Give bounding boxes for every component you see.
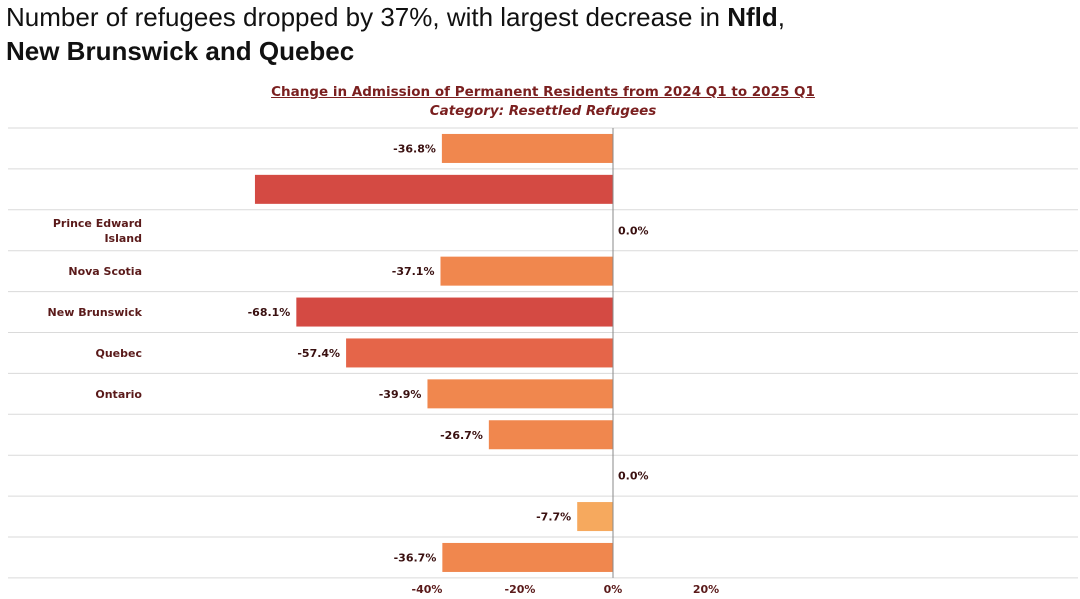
category-label: Ontario [95, 388, 142, 401]
chart-subtitle: Category: Resettled Refugees [429, 103, 657, 119]
headline-comma: , [777, 2, 785, 32]
data-label: -57.4% [297, 347, 340, 360]
x-tick-label: -20% [505, 583, 536, 596]
data-label: 0.0% [618, 224, 649, 237]
category-label: Island [104, 232, 142, 245]
headline-line-1: Number of refugees dropped by 37%, with … [6, 0, 1066, 34]
headline: Number of refugees dropped by 37%, with … [6, 0, 1066, 68]
bar [488, 420, 613, 450]
chart-title: Change in Admission of Permanent Residen… [271, 84, 815, 100]
data-label: -36.8% [393, 142, 436, 155]
headline-plain: Number of refugees dropped by 37%, with … [6, 2, 728, 32]
bar [442, 542, 613, 572]
x-tick-label: 20% [693, 583, 719, 596]
data-label: -36.7% [394, 551, 437, 564]
data-label: -68.1% [248, 306, 291, 319]
bar [441, 133, 613, 163]
x-tick-label: -40% [412, 583, 443, 596]
data-label: -39.9% [379, 388, 422, 401]
data-label: 0.0% [618, 470, 649, 483]
data-label: -26.7% [440, 429, 483, 442]
data-label: -37.1% [392, 265, 435, 278]
headline-bold-nfld: Nfld [727, 2, 778, 32]
category-label: Quebec [96, 347, 143, 360]
category-label: Nova Scotia [68, 265, 142, 278]
bar [427, 379, 613, 409]
bar [296, 297, 613, 327]
category-label: New Brunswick [48, 306, 143, 319]
x-tick-label: 0% [604, 583, 623, 596]
bar [577, 502, 613, 532]
bar [254, 174, 613, 204]
bar [346, 338, 613, 368]
bar [440, 256, 613, 286]
data-label: -7.7% [536, 511, 571, 524]
headline-line-2: New Brunswick and Quebec [6, 36, 355, 66]
category-label: Prince Edward [53, 217, 142, 230]
